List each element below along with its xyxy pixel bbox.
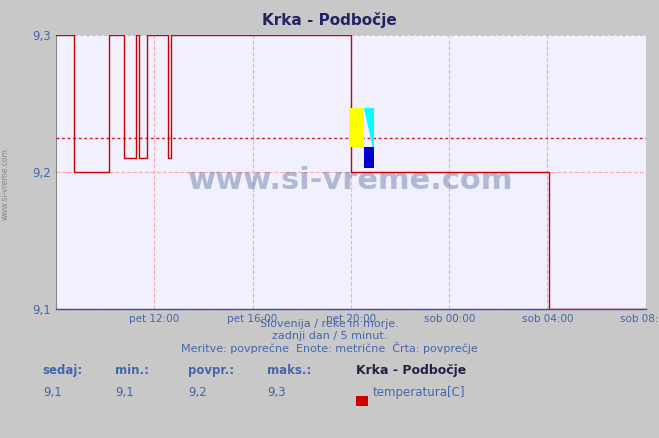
Text: temperatura[C]: temperatura[C] [372, 386, 465, 399]
Text: 9,1: 9,1 [43, 386, 61, 399]
Text: sedaj:: sedaj: [43, 364, 83, 378]
Text: maks.:: maks.: [267, 364, 311, 378]
Text: Krka - Podbočje: Krka - Podbočje [356, 364, 466, 378]
Text: www.si-vreme.com: www.si-vreme.com [1, 148, 10, 220]
Bar [349, 108, 364, 147]
Text: min.:: min.: [115, 364, 150, 378]
Text: Meritve: povprečne  Enote: metrične  Črta: povprečje: Meritve: povprečne Enote: metrične Črta:… [181, 342, 478, 354]
Text: 9,1: 9,1 [115, 386, 134, 399]
Text: 9,3: 9,3 [267, 386, 285, 399]
Text: zadnji dan / 5 minut.: zadnji dan / 5 minut. [272, 331, 387, 341]
Polygon shape [364, 108, 374, 153]
Text: Krka - Podbočje: Krka - Podbočje [262, 12, 397, 28]
Text: Slovenija / reke in morje.: Slovenija / reke in morje. [260, 319, 399, 329]
Text: povpr.:: povpr.: [188, 364, 234, 378]
Bar [364, 147, 374, 168]
Text: www.si-vreme.com: www.si-vreme.com [188, 166, 513, 194]
Text: 9,2: 9,2 [188, 386, 206, 399]
